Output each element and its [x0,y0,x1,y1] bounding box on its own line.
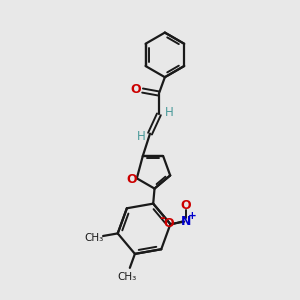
Text: H: H [137,130,146,143]
Text: O: O [131,83,141,97]
Text: -: - [159,212,165,226]
Text: O: O [180,199,191,212]
Text: O: O [126,173,137,186]
Text: O: O [164,217,174,230]
Text: CH₃: CH₃ [117,272,136,282]
Text: CH₃: CH₃ [84,232,103,243]
Text: +: + [188,211,197,221]
Text: N: N [180,215,191,228]
Text: H: H [165,106,174,119]
